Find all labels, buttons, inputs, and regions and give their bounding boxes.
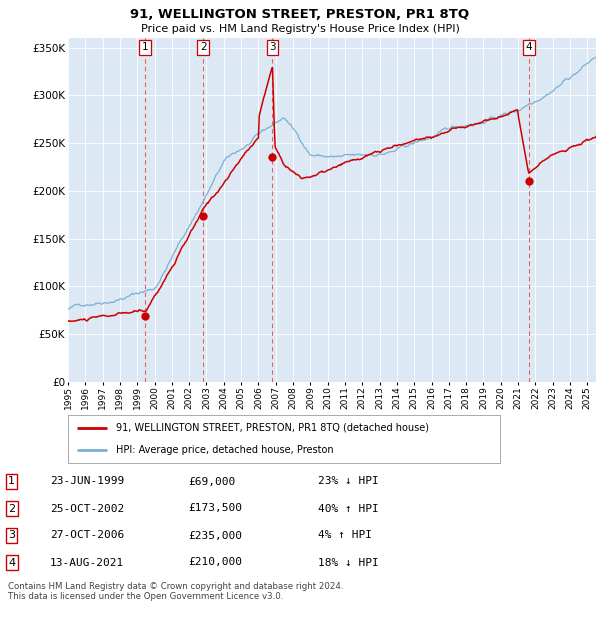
- Text: 91, WELLINGTON STREET, PRESTON, PR1 8TQ: 91, WELLINGTON STREET, PRESTON, PR1 8TQ: [130, 8, 470, 21]
- Text: Price paid vs. HM Land Registry's House Price Index (HPI): Price paid vs. HM Land Registry's House …: [140, 24, 460, 34]
- Text: 4% ↑ HPI: 4% ↑ HPI: [318, 531, 372, 541]
- Text: 2: 2: [200, 42, 206, 52]
- Text: 4: 4: [526, 42, 532, 52]
- Text: £173,500: £173,500: [188, 503, 242, 513]
- Text: £235,000: £235,000: [188, 531, 242, 541]
- Text: 13-AUG-2021: 13-AUG-2021: [50, 557, 124, 567]
- Text: 40% ↑ HPI: 40% ↑ HPI: [318, 503, 379, 513]
- Text: 4: 4: [8, 557, 15, 567]
- Text: Contains HM Land Registry data © Crown copyright and database right 2024.
This d: Contains HM Land Registry data © Crown c…: [8, 582, 343, 601]
- Text: HPI: Average price, detached house, Preston: HPI: Average price, detached house, Pres…: [116, 445, 333, 455]
- Text: 91, WELLINGTON STREET, PRESTON, PR1 8TQ (detached house): 91, WELLINGTON STREET, PRESTON, PR1 8TQ …: [116, 423, 428, 433]
- Text: 23% ↓ HPI: 23% ↓ HPI: [318, 477, 379, 487]
- Text: 1: 1: [142, 42, 149, 52]
- Text: 18% ↓ HPI: 18% ↓ HPI: [318, 557, 379, 567]
- Text: 27-OCT-2006: 27-OCT-2006: [50, 531, 124, 541]
- Text: 2: 2: [8, 503, 15, 513]
- Text: 3: 3: [269, 42, 276, 52]
- Text: 23-JUN-1999: 23-JUN-1999: [50, 477, 124, 487]
- Text: 3: 3: [8, 531, 15, 541]
- Text: 1: 1: [8, 477, 15, 487]
- Text: £210,000: £210,000: [188, 557, 242, 567]
- Text: £69,000: £69,000: [188, 477, 235, 487]
- Text: 25-OCT-2002: 25-OCT-2002: [50, 503, 124, 513]
